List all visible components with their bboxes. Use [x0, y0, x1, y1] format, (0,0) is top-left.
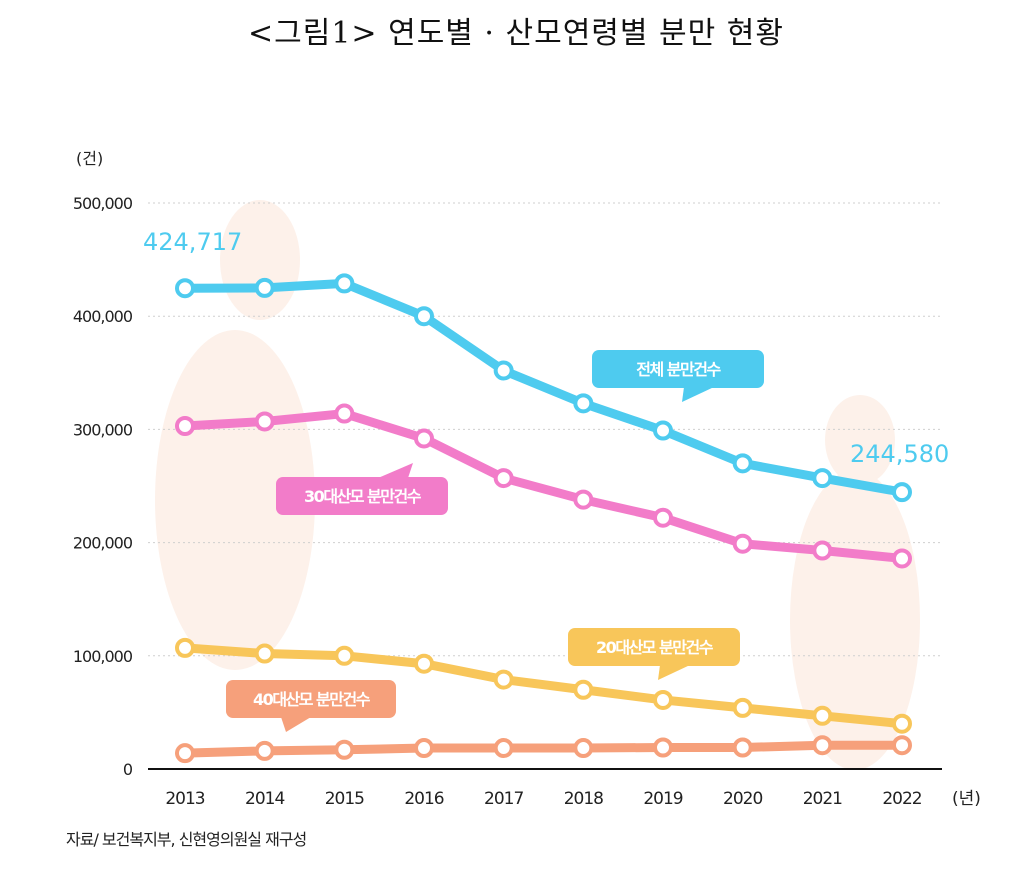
data-point: [892, 735, 912, 756]
background-silhouette: [220, 200, 300, 320]
data-point: [892, 548, 912, 569]
data-point: [653, 689, 673, 710]
series-전체 분만건수: [175, 273, 912, 503]
data-point: [334, 645, 355, 666]
x-tick-label: 2022: [882, 789, 921, 809]
data-point: [175, 278, 195, 299]
data-point: [892, 482, 912, 503]
data-point: [493, 468, 514, 489]
x-tick-label: 2021: [803, 789, 842, 809]
callout-box: [592, 350, 764, 388]
data-point: [812, 735, 833, 756]
callout-box: [276, 477, 448, 515]
data-point: [175, 743, 195, 764]
data-point: [254, 740, 275, 761]
data-point: [414, 653, 434, 674]
source-note: 자료/ 보건복지부, 신현영의원실 재구성: [66, 830, 307, 849]
chart-title: <그림1> 연도별 · 산모연령별 분만 현황: [248, 16, 784, 51]
data-point: [254, 643, 275, 664]
x-tick-label: 2015: [325, 789, 364, 809]
x-tick-label: 2018: [564, 789, 603, 809]
data-point: [812, 540, 833, 561]
callout-tail: [378, 463, 413, 478]
data-point: [334, 403, 355, 424]
y-axis-unit: (건): [76, 149, 103, 168]
data-point: [334, 273, 355, 294]
data-point: [334, 739, 355, 760]
data-point: [653, 420, 673, 441]
data-point: [653, 507, 673, 528]
callout-box: [568, 628, 740, 666]
x-tick-label: 2017: [484, 789, 523, 809]
callout-tail: [682, 387, 714, 402]
y-tick-label: 100,000: [73, 647, 133, 666]
x-axis-unit: (년): [952, 789, 981, 809]
data-point: [732, 737, 753, 758]
x-tick-label: 2019: [643, 789, 682, 809]
y-tick-label: 500,000: [73, 194, 133, 213]
series-20대산모 분만건수: [175, 637, 912, 734]
callout-box: [226, 680, 396, 718]
legend-callout: 20대산모 분만건수: [568, 628, 740, 680]
data-point: [812, 468, 833, 489]
legend-callout: 40대산모 분만건수: [226, 680, 396, 732]
callout-tail: [658, 665, 690, 680]
legend-label: 30대산모 분만건수: [304, 487, 422, 506]
y-tick-label: 300,000: [73, 420, 133, 439]
x-tick-label: 2020: [723, 789, 762, 809]
data-point: [732, 453, 753, 474]
data-point: [573, 738, 594, 759]
data-point: [892, 713, 912, 734]
y-tick-label: 200,000: [73, 534, 133, 553]
legend-callout: 30대산모 분만건수: [276, 463, 448, 515]
data-point: [573, 679, 594, 700]
data-point: [254, 411, 275, 432]
x-tick-label: 2013: [165, 789, 204, 809]
data-point: [493, 669, 514, 690]
y-tick-label: 0: [123, 760, 133, 779]
x-tick-label: 2014: [245, 789, 284, 809]
data-label-first: 424,717: [143, 228, 242, 256]
series-line: [180, 740, 907, 758]
series-30대산모 분만건수: [175, 403, 912, 569]
data-point: [175, 416, 195, 437]
series-line: [180, 643, 907, 729]
y-tick-label: 400,000: [73, 307, 133, 326]
data-point: [812, 705, 833, 726]
data-point: [653, 737, 673, 758]
data-point: [254, 277, 275, 298]
background-silhouette: [155, 330, 315, 670]
legend-label: 20대산모 분만건수: [596, 638, 714, 657]
data-point: [414, 738, 434, 759]
data-point: [414, 306, 434, 327]
legend-callout: 전체 분만건수: [592, 350, 764, 402]
data-point: [573, 393, 594, 414]
series-40대산모 분만건수: [175, 735, 912, 764]
legend-label: 40대산모 분만건수: [253, 690, 371, 709]
series-line: [180, 409, 907, 563]
data-label-last: 244,580: [850, 440, 949, 468]
data-point: [732, 697, 753, 718]
data-point: [175, 637, 195, 658]
legend-label: 전체 분만건수: [636, 360, 721, 379]
data-point: [573, 489, 594, 510]
data-point: [493, 360, 514, 381]
data-point: [732, 533, 753, 554]
data-point: [493, 738, 514, 759]
background-silhouette: [825, 395, 895, 485]
callout-tail: [281, 717, 311, 732]
data-point: [414, 428, 434, 449]
x-tick-label: 2016: [404, 789, 443, 809]
series-line: [180, 278, 907, 497]
